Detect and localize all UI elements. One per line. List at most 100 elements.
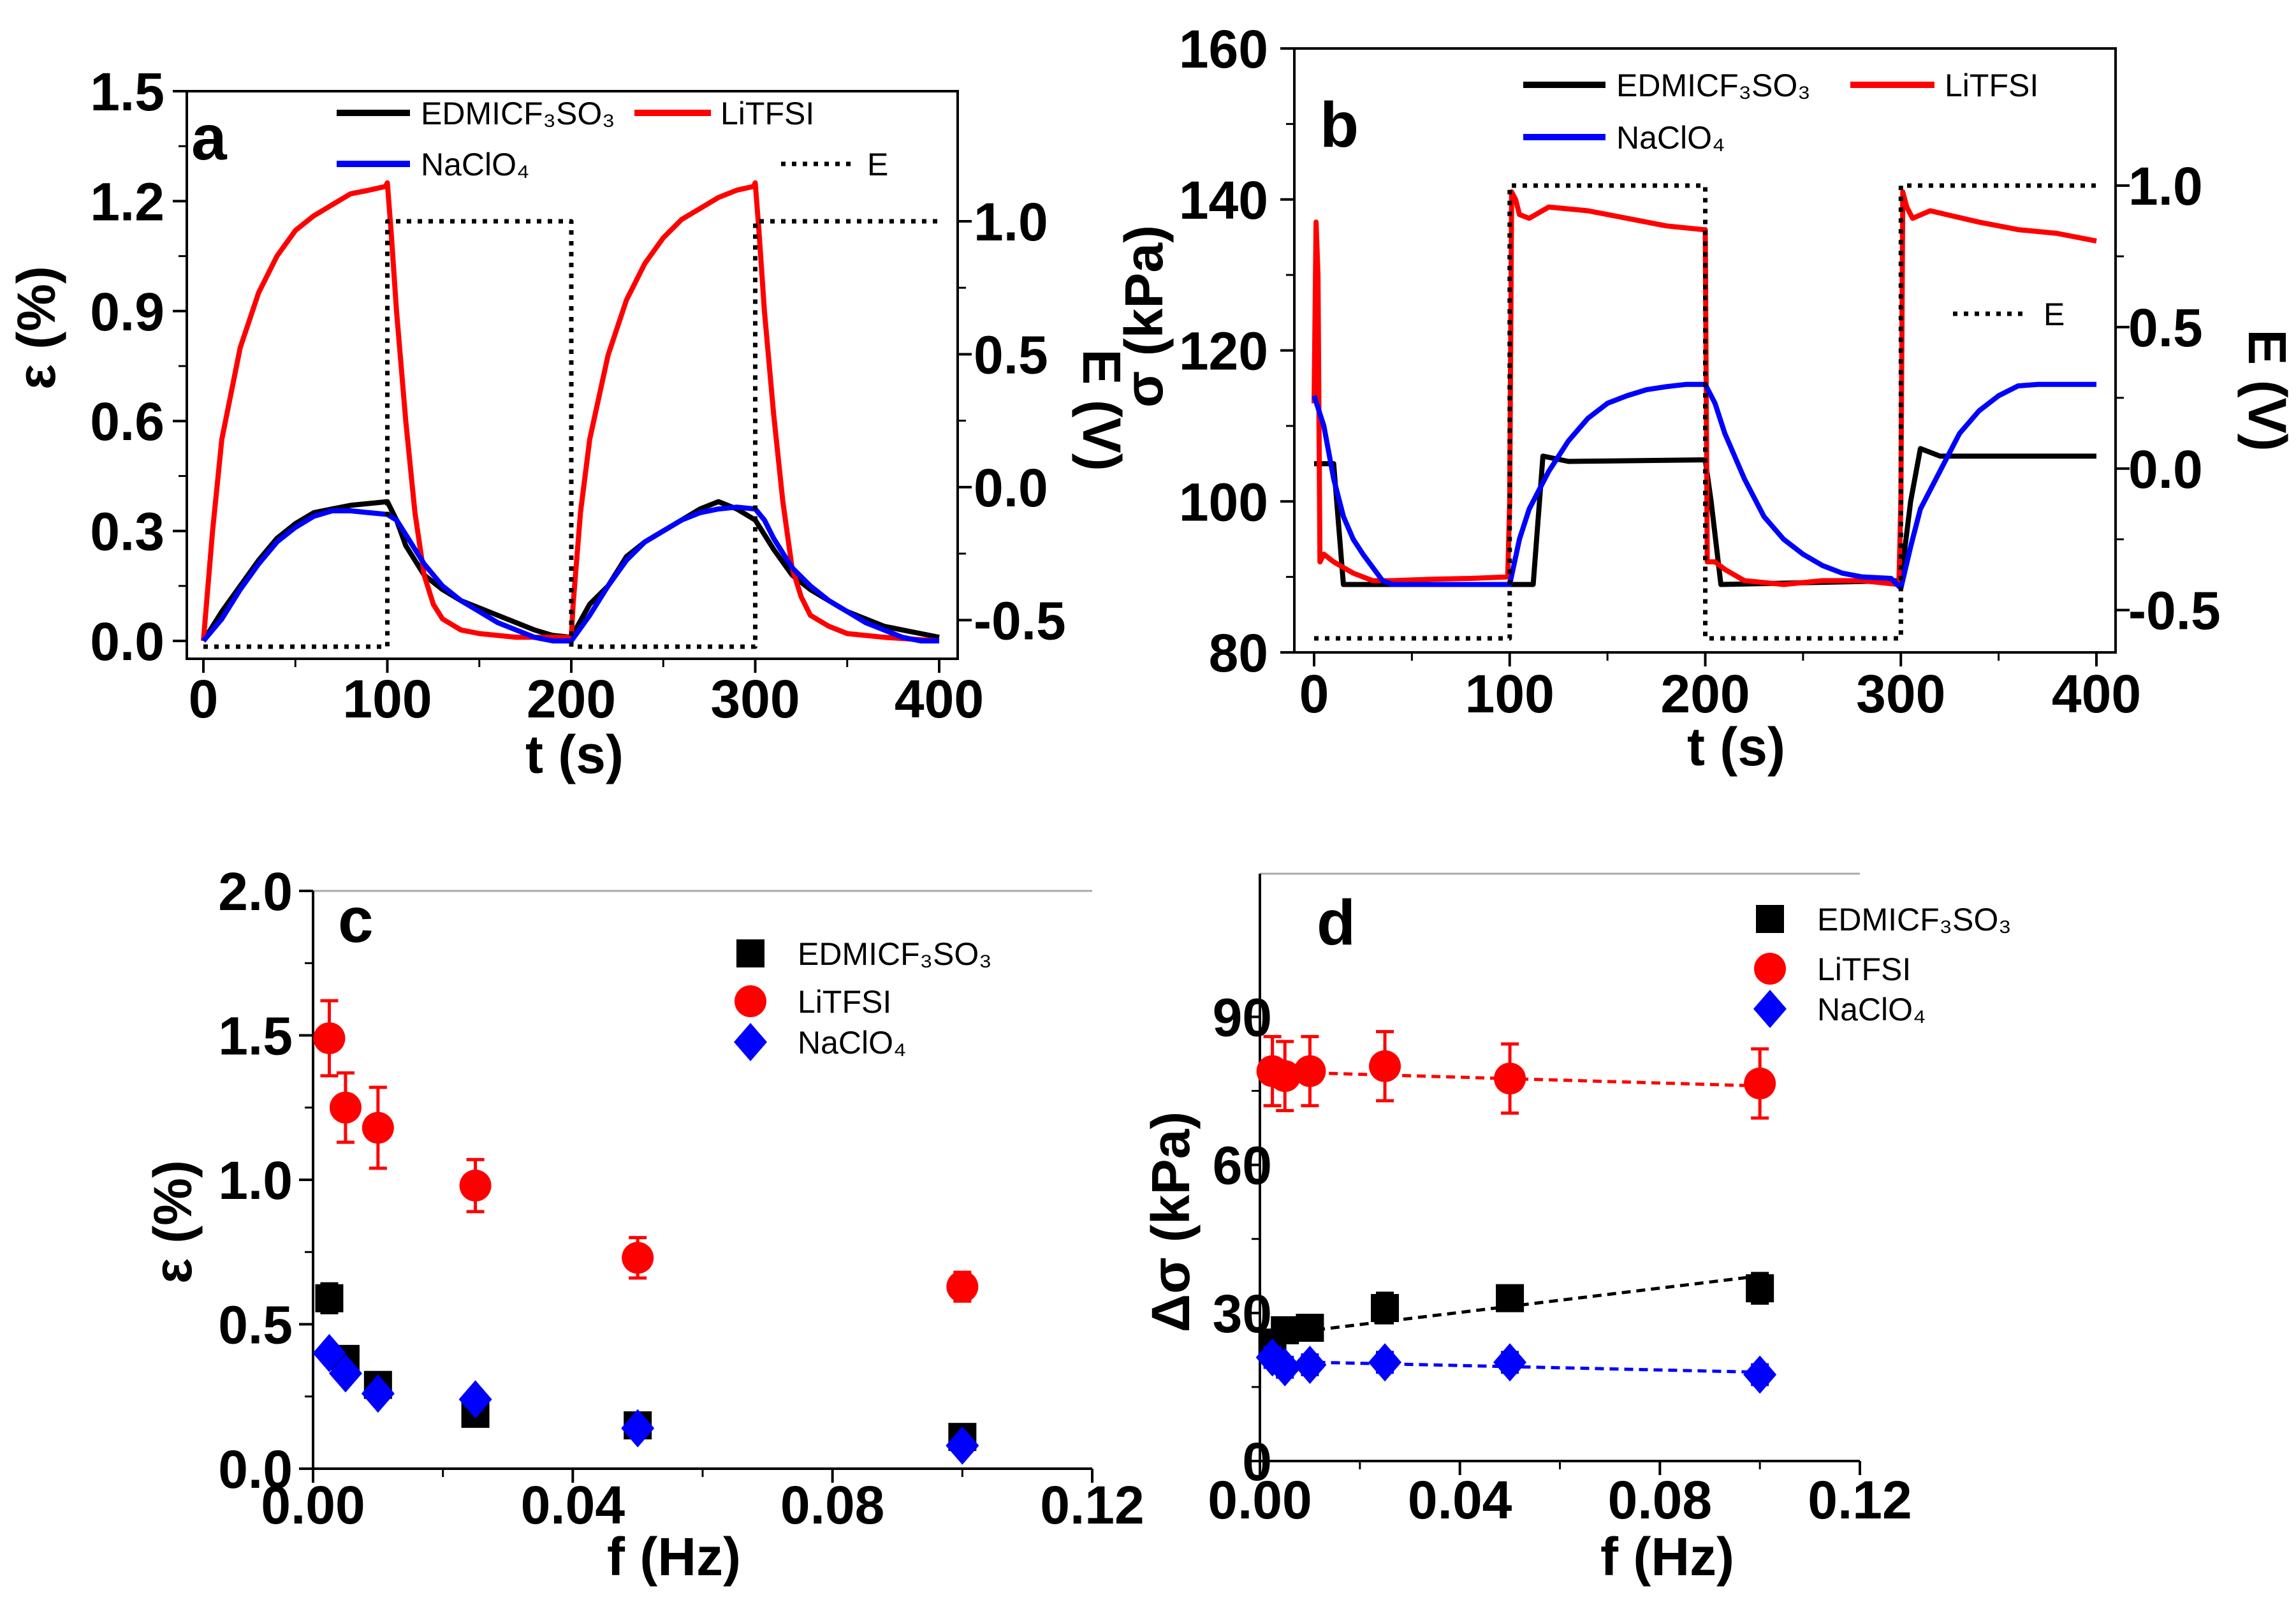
x-tick-label: 100 (1465, 664, 1554, 724)
data-point (1496, 1284, 1525, 1312)
y2-tick-label: -0.5 (2128, 581, 2221, 641)
data-point (1371, 1294, 1400, 1323)
data-point (1369, 1050, 1401, 1082)
data-point (1743, 1355, 1777, 1394)
legend-label: EDMICF₃SO₃ (421, 96, 615, 131)
y-tick-label: 0.0 (218, 1439, 293, 1499)
y-tick-label: 1.5 (218, 1006, 293, 1066)
legend-label: NaClO₄ (798, 1025, 906, 1061)
legend: EDMICF₃SO₃ LiTFSI NaClO₄ (734, 936, 992, 1061)
y-axis-label: σ (kPa) (1114, 225, 1174, 408)
y2-tick-label: 0.5 (974, 325, 1048, 385)
x-tick-label: 0.12 (1808, 1470, 1912, 1530)
y2-tick-label: 0.0 (974, 458, 1048, 518)
x-tick-label: 0 (189, 669, 219, 729)
fit-line (1272, 1274, 1760, 1337)
data-point (362, 1112, 394, 1144)
data-point (1268, 1348, 1302, 1386)
x-axis-label: f (Hz) (1600, 1527, 1734, 1587)
y-tick-label: 2.0 (218, 862, 293, 922)
series-LiTFSI (313, 999, 979, 1303)
y-tick-label: 160 (1179, 19, 1268, 79)
legend: EDMICF₃SO₃ LiTFSI NaClO₄ E (1523, 68, 2065, 332)
y-tick-label: 140 (1179, 170, 1268, 230)
data-point (1296, 1314, 1324, 1342)
series-EDMICF₃SO₃ (1258, 1272, 1774, 1357)
data-point (622, 1242, 654, 1274)
x-tick-label: 0.04 (521, 1475, 625, 1535)
data-point (1493, 1343, 1527, 1382)
series-LiTFSI (1312, 189, 2097, 587)
y-tick-label: 0.3 (90, 502, 165, 562)
x-tick-label: 0.04 (1408, 1470, 1512, 1530)
series-LiTFSI (201, 180, 940, 643)
x-tick-label: 0.00 (261, 1475, 365, 1535)
panel-letter: d (1317, 887, 1356, 959)
legend-label: NaClO₄ (1817, 992, 1926, 1027)
legend-label: LiTFSI (798, 984, 891, 1020)
data-point (1368, 1343, 1402, 1382)
x-tick-label: 0 (1299, 664, 1329, 724)
y2-tick-label: 1.0 (974, 192, 1048, 252)
legend-label: E (2044, 297, 2065, 332)
series-E (203, 219, 939, 649)
y-tick-label: 0.0 (90, 612, 165, 672)
data-point (1746, 1274, 1774, 1303)
legend-label: EDMICF₃SO₃ (1616, 68, 1811, 103)
y2-tick-label: 0.0 (2128, 439, 2203, 499)
legend-label: LiTFSI (1817, 951, 1911, 987)
panel-letter: b (1320, 89, 1359, 161)
series-line (1312, 189, 2097, 587)
x-axis-label: f (Hz) (607, 1527, 741, 1587)
data-point (313, 1022, 346, 1055)
data-point (946, 1426, 979, 1465)
x-tick-label: 0.08 (780, 1475, 885, 1535)
x-tick-label: 400 (895, 669, 984, 729)
series-line (1314, 183, 2096, 641)
y-tick-label: 0.9 (90, 282, 165, 342)
panel-letter: c (338, 885, 374, 956)
legend-marker (734, 1023, 767, 1061)
legend-marker (735, 985, 766, 1017)
panel-a: 0 100 200 300 400 0.0 0.3 0.6 0.9 1.2 1.5 -0.5 0.0 0.… (6, 62, 1132, 784)
data-point (1293, 1346, 1327, 1385)
series-line (1312, 381, 2096, 591)
series-NaClO₄ (201, 504, 939, 643)
data-point (1294, 1055, 1326, 1087)
series-EDMICF₃SO₃ (1314, 446, 2096, 587)
y-tick-label: 1.2 (90, 172, 165, 231)
series-NaClO₄ (312, 1333, 979, 1465)
y-tick-label: 1.0 (218, 1150, 293, 1210)
data-point (312, 1333, 346, 1372)
y2-axis-label: E (V) (1072, 349, 1132, 471)
x-tick-label: 100 (342, 669, 432, 729)
y2-axis-label: E (V) (2237, 329, 2296, 451)
legend-label: NaClO₄ (421, 147, 529, 182)
x-tick-label: 300 (1856, 664, 1945, 724)
y2-tick-label: -0.5 (974, 591, 1066, 650)
data-point (328, 1354, 362, 1393)
x-axis-label: t (s) (1687, 717, 1785, 777)
y-axis-label: ε (%) (143, 1160, 203, 1284)
data-point (946, 1270, 979, 1303)
y-tick-label: 90 (1213, 987, 1272, 1047)
y-tick-label: 80 (1209, 623, 1268, 683)
legend-label: EDMICF₃SO₃ (798, 936, 992, 972)
series-NaClO₄ (1312, 381, 2096, 591)
x-tick-label: 0.00 (1208, 1470, 1312, 1530)
series-line (201, 504, 939, 643)
data-point (1744, 1067, 1776, 1099)
data-point (361, 1374, 395, 1413)
series-LiTFSI (1256, 1030, 1776, 1120)
series-line (1314, 446, 2096, 587)
data-point (459, 1170, 492, 1202)
data-point (1271, 1316, 1299, 1344)
fit-line (1272, 1360, 1760, 1374)
y-tick-label: 0 (1242, 1432, 1272, 1492)
legend-label: LiTFSI (720, 96, 814, 131)
data-point (1494, 1062, 1526, 1095)
x-axis-label: t (s) (525, 724, 624, 784)
y-tick-label: 0.6 (90, 392, 165, 452)
legend-marker (1754, 953, 1786, 985)
